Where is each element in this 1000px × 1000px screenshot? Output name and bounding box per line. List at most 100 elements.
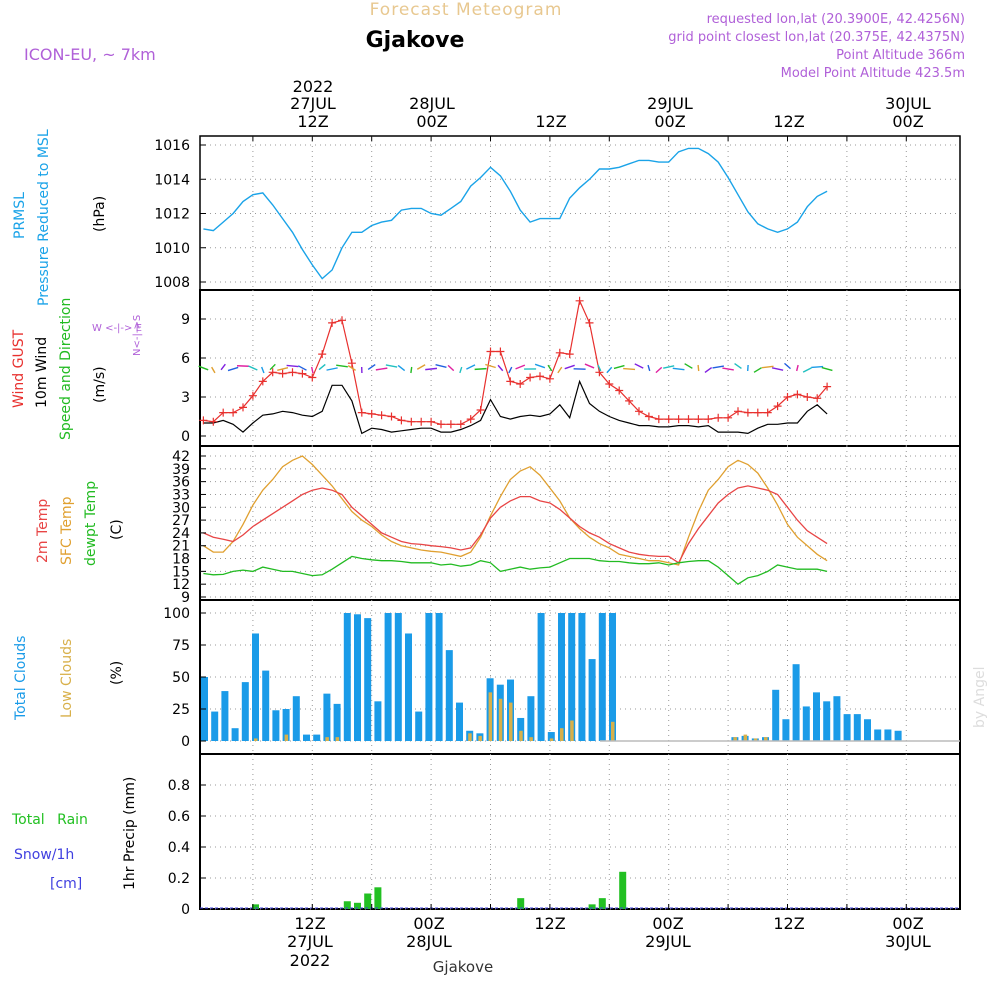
wind-direction-arrow bbox=[410, 366, 413, 374]
total-cloud-bar bbox=[354, 614, 361, 741]
total-cloud-bar bbox=[558, 613, 565, 741]
wind-direction-arrow bbox=[236, 365, 250, 367]
total-cloud-bar bbox=[292, 696, 300, 741]
gust-marker bbox=[476, 406, 485, 414]
gust-marker bbox=[367, 409, 376, 418]
low-cloud-bar bbox=[764, 737, 768, 741]
total-cloud-bar bbox=[221, 691, 229, 741]
pressure-line bbox=[203, 147, 828, 280]
temp-dew-label: dewpt Temp bbox=[83, 481, 99, 566]
top-date-2: 28JUL bbox=[409, 94, 455, 113]
temp-tick-label: 24 bbox=[172, 526, 190, 542]
wind-direction-arrow bbox=[655, 366, 663, 374]
total-cloud-bar bbox=[517, 717, 525, 741]
bottom-time-2: 00Z bbox=[413, 914, 444, 933]
total-cloud-bar bbox=[333, 703, 341, 741]
total-cloud-bar bbox=[374, 701, 382, 741]
location-title: Gjakove bbox=[366, 28, 465, 53]
compass-ns: N<-|->S bbox=[132, 315, 143, 356]
temp-unit-label: (C) bbox=[109, 519, 125, 540]
rain-bar bbox=[252, 904, 259, 909]
gust-marker bbox=[347, 359, 356, 368]
rain-bar bbox=[588, 904, 596, 909]
gust-marker bbox=[615, 386, 624, 395]
total-cloud-bar bbox=[588, 659, 596, 741]
temp-tick-label: 15 bbox=[172, 564, 190, 580]
top-date-4: 29JUL bbox=[647, 94, 693, 113]
gust-marker bbox=[427, 417, 436, 426]
gust-marker bbox=[803, 393, 812, 401]
wind-direction-arrow bbox=[704, 366, 713, 374]
snow-label: Snow/1h bbox=[14, 847, 74, 863]
wind-tick-label: 3 bbox=[181, 390, 190, 406]
wind-direction-arrow bbox=[310, 366, 314, 374]
precip-tick-label: 0 bbox=[181, 902, 190, 918]
gust-marker bbox=[773, 402, 782, 411]
watermark: by Angel bbox=[972, 667, 988, 728]
pressure-tick-label: 1008 bbox=[154, 275, 190, 291]
wind-direction-arrow bbox=[547, 364, 553, 372]
gust-marker bbox=[684, 415, 693, 424]
precip-axis-label: 1hr Precip (mm) bbox=[122, 777, 138, 890]
gust-line bbox=[203, 298, 828, 425]
compass-we: W <-|-> E bbox=[92, 323, 142, 334]
bottom-date-6: 30JUL bbox=[885, 932, 931, 951]
wind-direction-arrow bbox=[606, 366, 613, 374]
wind-direction-arrow bbox=[753, 367, 762, 373]
total-cloud-bar bbox=[568, 613, 576, 741]
gust-marker bbox=[209, 417, 218, 426]
sfc-temp-line bbox=[203, 455, 828, 566]
wind-direction-arrow bbox=[397, 364, 406, 372]
pressure-tick-label: 1010 bbox=[154, 241, 190, 257]
cloud-tick-label: 75 bbox=[172, 638, 190, 654]
rain-bar bbox=[517, 898, 525, 909]
wind-direction-arrow bbox=[613, 364, 625, 370]
top-date-1: 27JUL bbox=[290, 94, 336, 113]
total-cloud-bar bbox=[425, 613, 433, 741]
wind-direction-arrow bbox=[318, 363, 326, 371]
low-cloud-bar bbox=[468, 733, 472, 741]
wind-direction-arrow bbox=[326, 367, 338, 371]
rain-bar bbox=[598, 898, 606, 909]
top-time-5: 12Z bbox=[773, 112, 804, 131]
rain-bar bbox=[343, 901, 351, 909]
total-cloud-bar bbox=[843, 714, 851, 741]
wind-direction-arrow bbox=[672, 367, 685, 371]
gust-marker bbox=[625, 396, 634, 405]
wind-direction-arrow bbox=[336, 364, 348, 368]
bottom-time-6: 00Z bbox=[892, 914, 923, 933]
temp-labels: 2m Temp SFC Temp dewpt Temp (C) bbox=[35, 481, 125, 566]
total-cloud-bar bbox=[894, 730, 902, 741]
total-cloud-bar bbox=[537, 613, 545, 741]
gust-marker bbox=[407, 417, 416, 426]
gust-marker bbox=[753, 408, 762, 417]
top-time-axis: 2022 27JUL 12Z 28JUL 00Z 12Z 29JUL 00Z 1… bbox=[290, 77, 931, 131]
low-cloud-bar bbox=[335, 737, 340, 741]
temp-tick-label: 30 bbox=[172, 500, 190, 516]
temp-tick-label: 12 bbox=[172, 577, 190, 593]
wind-direction-arrow bbox=[367, 363, 376, 371]
gust-marker bbox=[526, 373, 535, 382]
rain-bar bbox=[619, 871, 627, 909]
wind-direction-arrow bbox=[771, 367, 784, 371]
total-cloud-bar bbox=[823, 701, 831, 741]
low-cloud-bar bbox=[478, 735, 482, 741]
total-cloud-bar bbox=[445, 650, 453, 741]
gust-marker bbox=[763, 408, 772, 417]
wind-unit-label: (m/s) bbox=[92, 366, 108, 403]
temp-tick-label: 18 bbox=[172, 552, 190, 568]
cloud-unit-label: (%) bbox=[109, 661, 125, 685]
snow-unit-label: [cm] bbox=[50, 876, 82, 892]
wind-direction-arrow bbox=[425, 367, 438, 371]
gust-marker bbox=[268, 368, 277, 377]
total-cloud-bar bbox=[813, 692, 820, 741]
total-cloud-bar bbox=[282, 709, 290, 741]
gust-marker bbox=[328, 318, 337, 327]
wind-direction-arrow bbox=[712, 365, 724, 369]
precip-panel-frame bbox=[199, 753, 961, 910]
gust-marker bbox=[823, 382, 832, 391]
low-cloud-bar bbox=[549, 738, 554, 741]
pressure-unit-label: (hPa) bbox=[92, 196, 108, 232]
wind-direction-arrow bbox=[248, 365, 258, 371]
